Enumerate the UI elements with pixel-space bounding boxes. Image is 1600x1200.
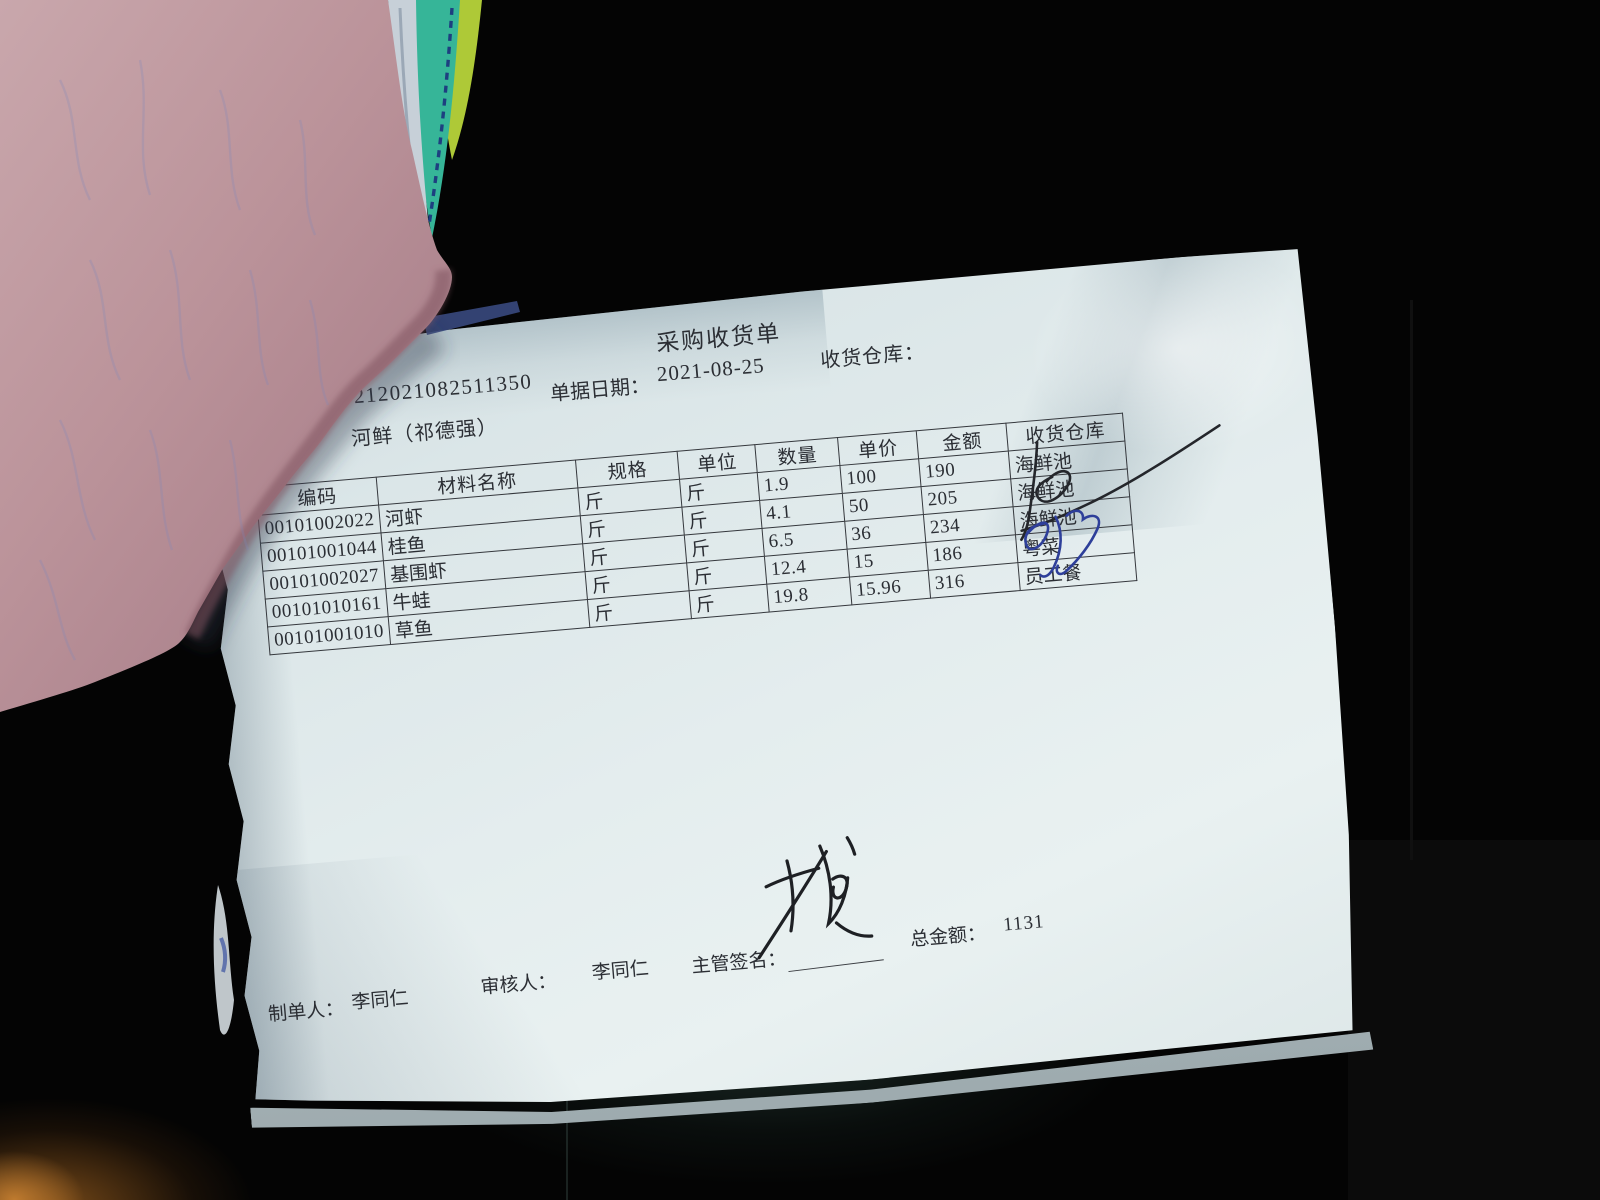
- background-furniture-shadow: [1348, 840, 1600, 1200]
- blue-carbon-sheet-edge: [423, 301, 520, 335]
- background-edge-line: [1410, 300, 1413, 860]
- faint-handwriting-through-paper: [38, 59, 330, 661]
- table-edge-line: [566, 1062, 568, 1200]
- teal-notebook-cover: [408, 0, 460, 238]
- notebook-stitch-line: [427, 7, 454, 226]
- manager-signature-scrawl: [750, 836, 873, 957]
- hand: [0, 0, 452, 712]
- thumb-edge-shading: [184, 268, 452, 640]
- receipt-paper: 采购收货单 212021082511350 单据日期： 2021-08-25 收…: [180, 195, 1391, 1169]
- handwritten-ink: [180, 195, 1391, 1169]
- blue-sheet-edge-mark: [219, 937, 228, 973]
- warehouse-blue-signature: [1023, 509, 1103, 578]
